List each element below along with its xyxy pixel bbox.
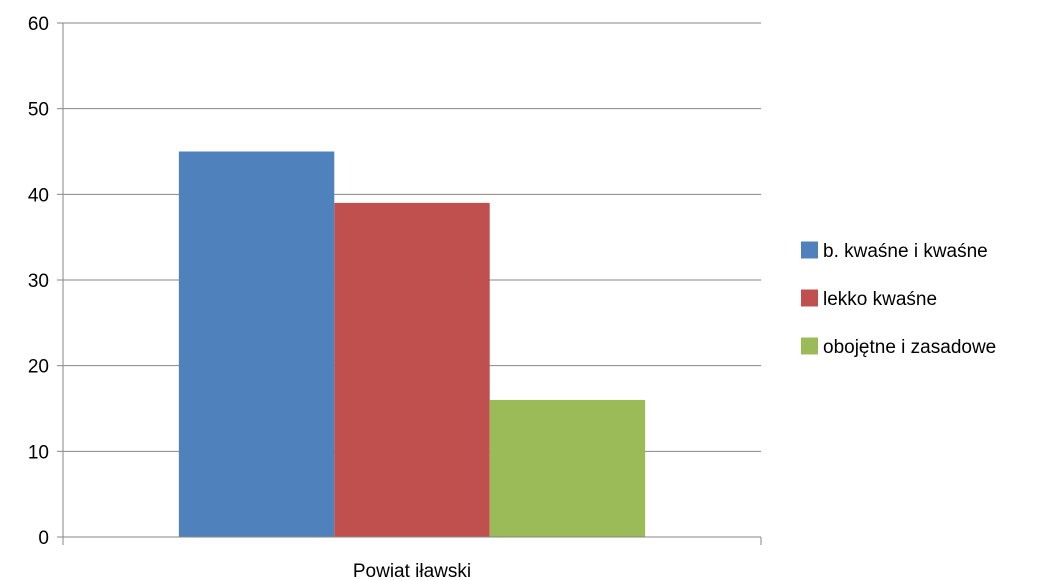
y-tick-label: 30 (28, 271, 49, 292)
y-tick-label: 10 (28, 442, 49, 463)
y-tick-label: 40 (28, 185, 49, 206)
y-tick-label: 0 (38, 528, 49, 549)
x-category-labels: Powiat iławski (353, 561, 471, 580)
legend-label: b. kwaśne i kwaśne (823, 241, 988, 262)
bar-1 (178, 151, 335, 537)
bar-3 (489, 399, 646, 537)
x-category-label: Powiat iławski (353, 561, 471, 580)
y-tick-label: 50 (28, 100, 49, 121)
y-tick-label: 20 (28, 357, 49, 378)
y-tick-label: 60 (28, 14, 49, 35)
axes (57, 22, 762, 545)
legend-label: lekko kwaśne (823, 289, 937, 310)
legend-swatch (801, 241, 818, 259)
legend-label: obojętne i zasadowe (823, 337, 996, 358)
bars (178, 151, 646, 537)
legend-swatch (801, 289, 818, 307)
bar-2 (334, 202, 490, 537)
y-tick-labels: 0 10 20 30 40 50 60 (28, 14, 49, 549)
legend: b. kwaśne i kwaśne lekko kwaśne obojętne i… (801, 241, 996, 358)
legend-swatch (801, 337, 818, 355)
